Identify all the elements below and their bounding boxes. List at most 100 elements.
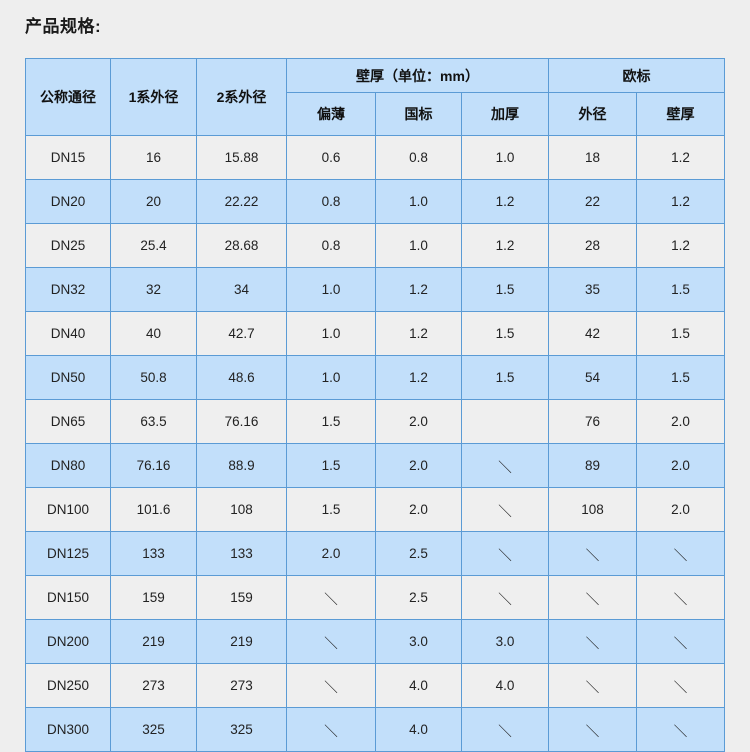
cell-euro-outer-diameter: 54 (548, 355, 638, 400)
header-series2-outer-diameter: 2系外径 (196, 58, 287, 136)
cell-series1-outer-diameter: 20 (110, 179, 197, 224)
cell-nominal-diameter: DN20 (25, 179, 111, 224)
cell-wall-thick: 3.0 (460, 619, 550, 664)
table-row: DN100 101.6 108 1.5 2.0 ＼ 108 2.0 (25, 487, 726, 532)
cell-euro-outer-diameter: ＼ (548, 663, 638, 708)
cell-euro-outer-diameter: 42 (548, 311, 638, 356)
table-row: DN250 273 273 ＼ 4.0 4.0 ＼ ＼ (25, 663, 726, 708)
cell-wall-thick: 1.2 (460, 223, 550, 268)
cell-series2-outer-diameter: 325 (196, 707, 287, 752)
cell-nominal-diameter: DN200 (25, 619, 111, 664)
cell-wall-thin: 0.6 (286, 135, 376, 180)
table-row: DN125 133 133 2.0 2.5 ＼ ＼ ＼ (25, 531, 726, 576)
spec-table-container: 公称通径 1系外径 2系外径 壁厚（单位：mm） 欧标 偏薄 国标 加厚 外径 … (25, 58, 726, 752)
cell-wall-thick: ＼ (460, 443, 550, 488)
cell-wall-national: 2.5 (375, 575, 462, 620)
cell-euro-wall-thickness: 1.5 (636, 355, 726, 400)
cell-wall-thin: 0.8 (286, 223, 376, 268)
cell-wall-thin: ＼ (286, 575, 376, 620)
header-euro-outer-diameter: 外径 (548, 92, 638, 136)
header-group-euro-standard: 欧标 (548, 58, 726, 93)
cell-euro-outer-diameter: ＼ (548, 619, 638, 664)
cell-euro-outer-diameter: 108 (548, 487, 638, 532)
cell-nominal-diameter: DN100 (25, 487, 111, 532)
page-title: 产品规格: (25, 17, 102, 36)
cell-euro-wall-thickness: 2.0 (636, 399, 726, 444)
cell-nominal-diameter: DN50 (25, 355, 111, 400)
cell-euro-wall-thickness: 1.5 (636, 267, 726, 312)
cell-euro-wall-thickness: ＼ (636, 575, 726, 620)
cell-wall-thin: ＼ (286, 707, 376, 752)
table-row: DN32 32 34 1.0 1.2 1.5 35 1.5 (25, 267, 726, 312)
cell-series2-outer-diameter: 88.9 (196, 443, 287, 488)
cell-wall-thick: 1.2 (460, 179, 550, 224)
cell-wall-national: 1.0 (375, 179, 462, 224)
cell-wall-thin: ＼ (286, 619, 376, 664)
cell-series2-outer-diameter: 133 (196, 531, 287, 576)
table-row: DN300 325 325 ＼ 4.0 ＼ ＼ ＼ (25, 707, 726, 752)
cell-wall-national: 4.0 (375, 707, 462, 752)
table-row: DN200 219 219 ＼ 3.0 3.0 ＼ ＼ (25, 619, 726, 664)
cell-series2-outer-diameter: 42.7 (196, 311, 287, 356)
header-euro-wall-thickness: 壁厚 (636, 92, 726, 136)
cell-series1-outer-diameter: 63.5 (110, 399, 197, 444)
cell-nominal-diameter: DN150 (25, 575, 111, 620)
cell-nominal-diameter: DN40 (25, 311, 111, 356)
cell-wall-national: 2.0 (375, 487, 462, 532)
cell-wall-thick (460, 399, 550, 444)
cell-wall-national: 2.0 (375, 399, 462, 444)
cell-series1-outer-diameter: 32 (110, 267, 197, 312)
cell-wall-thin: 1.5 (286, 399, 376, 444)
cell-series1-outer-diameter: 16 (110, 135, 197, 180)
cell-nominal-diameter: DN250 (25, 663, 111, 708)
cell-wall-thick: 1.5 (460, 267, 550, 312)
cell-euro-wall-thickness: 2.0 (636, 487, 726, 532)
header-group-wall-thickness: 壁厚（单位：mm） (285, 58, 550, 93)
cell-euro-outer-diameter: 18 (548, 135, 638, 180)
table-row: DN40 40 42.7 1.0 1.2 1.5 42 1.5 (25, 311, 726, 356)
header-wall-thick: 加厚 (460, 92, 550, 136)
cell-wall-thick: ＼ (460, 707, 550, 752)
cell-wall-national: 4.0 (375, 663, 462, 708)
cell-wall-thick: 1.5 (460, 311, 550, 356)
table-row: DN50 50.8 48.6 1.0 1.2 1.5 54 1.5 (25, 355, 726, 400)
cell-euro-outer-diameter: ＼ (548, 531, 638, 576)
cell-wall-national: 1.2 (375, 355, 462, 400)
cell-euro-wall-thickness: 1.2 (636, 223, 726, 268)
table-row: DN150 159 159 ＼ 2.5 ＼ ＼ ＼ (25, 575, 726, 620)
cell-euro-outer-diameter: 22 (548, 179, 638, 224)
cell-wall-thin: 1.0 (286, 311, 376, 356)
cell-euro-wall-thickness: ＼ (636, 531, 726, 576)
cell-euro-wall-thickness: 1.2 (636, 135, 726, 180)
cell-series1-outer-diameter: 76.16 (110, 443, 197, 488)
cell-euro-outer-diameter: 76 (548, 399, 638, 444)
cell-series2-outer-diameter: 273 (196, 663, 287, 708)
cell-wall-thick: 1.0 (460, 135, 550, 180)
cell-series2-outer-diameter: 219 (196, 619, 287, 664)
cell-wall-national: 0.8 (375, 135, 462, 180)
cell-series2-outer-diameter: 48.6 (196, 355, 287, 400)
cell-wall-thin: 2.0 (286, 531, 376, 576)
cell-wall-thick: 1.5 (460, 355, 550, 400)
cell-wall-thin: 1.5 (286, 487, 376, 532)
cell-wall-thin: 1.5 (286, 443, 376, 488)
cell-nominal-diameter: DN300 (25, 707, 111, 752)
cell-series2-outer-diameter: 15.88 (196, 135, 287, 180)
cell-nominal-diameter: DN65 (25, 399, 111, 444)
cell-series2-outer-diameter: 108 (196, 487, 287, 532)
cell-euro-wall-thickness: ＼ (636, 707, 726, 752)
cell-series1-outer-diameter: 50.8 (110, 355, 197, 400)
cell-series1-outer-diameter: 101.6 (110, 487, 197, 532)
table-row: DN65 63.5 76.16 1.5 2.0 76 2.0 (25, 399, 726, 444)
cell-wall-thin: 0.8 (286, 179, 376, 224)
cell-series2-outer-diameter: 22.22 (196, 179, 287, 224)
table-row: DN80 76.16 88.9 1.5 2.0 ＼ 89 2.0 (25, 443, 726, 488)
cell-wall-national: 1.2 (375, 311, 462, 356)
cell-euro-wall-thickness: 1.2 (636, 179, 726, 224)
table-row: DN25 25.4 28.68 0.8 1.0 1.2 28 1.2 (25, 223, 726, 268)
cell-series1-outer-diameter: 25.4 (110, 223, 197, 268)
cell-wall-thick: ＼ (460, 575, 550, 620)
table-row: DN20 20 22.22 0.8 1.0 1.2 22 1.2 (25, 179, 726, 224)
cell-wall-national: 3.0 (375, 619, 462, 664)
